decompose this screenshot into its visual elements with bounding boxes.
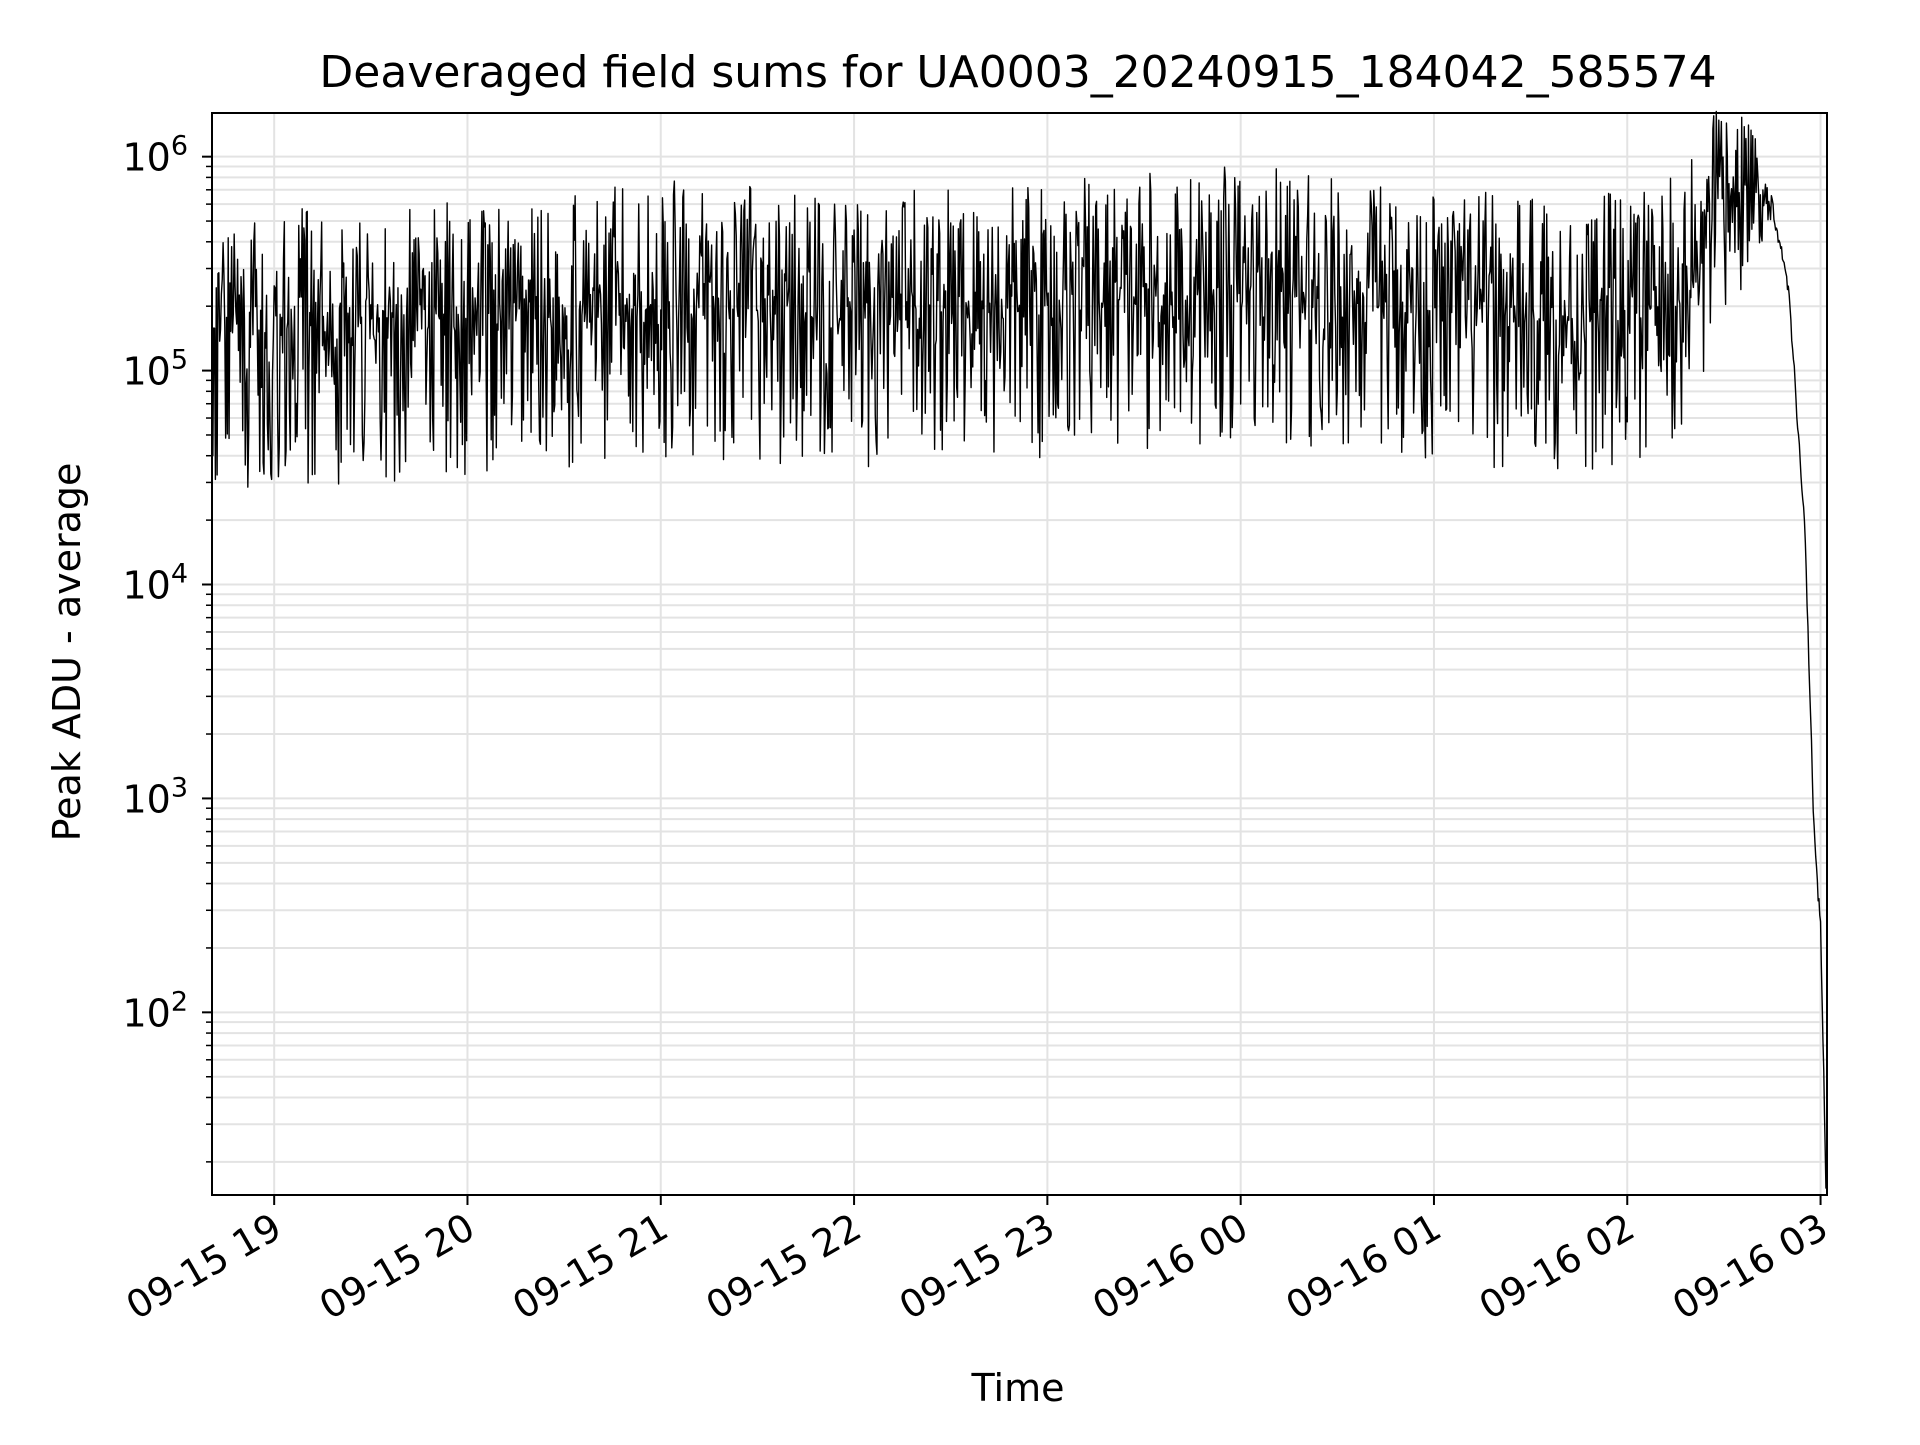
y-tick-label: 106	[122, 131, 188, 180]
y-tick-label: 105	[122, 345, 188, 394]
series-line	[211, 110, 1827, 1189]
y-tick-label: 102	[122, 986, 188, 1035]
data-layer	[211, 110, 1827, 1189]
chart-title: Deaveraged field sums for UA0003_2024091…	[319, 47, 1716, 98]
y-axis-label: Peak ADU - average	[45, 463, 89, 842]
x-axis-label: Time	[971, 1366, 1065, 1410]
y-tick-label: 103	[122, 772, 188, 821]
y-tick-label: 104	[122, 559, 188, 608]
plot-frame	[211, 112, 1828, 1196]
grid-lines	[212, 113, 1827, 1195]
